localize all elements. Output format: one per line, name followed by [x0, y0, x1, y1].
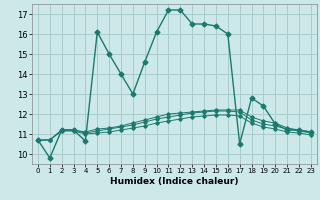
X-axis label: Humidex (Indice chaleur): Humidex (Indice chaleur)	[110, 177, 239, 186]
